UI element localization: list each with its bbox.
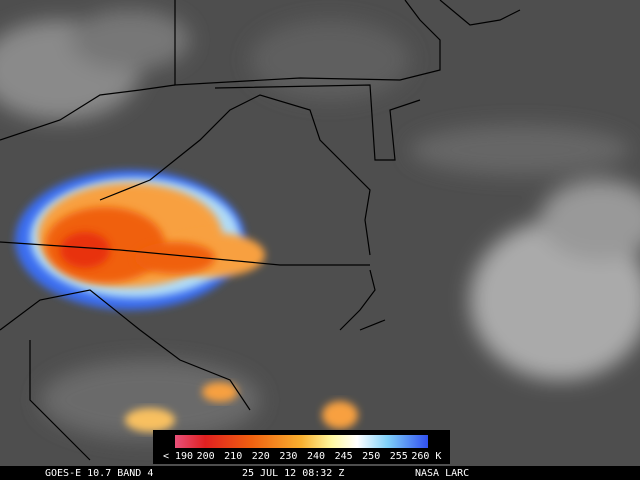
colorbar-label: 210 [224, 451, 242, 462]
colorbar-label: 260 K [411, 451, 441, 462]
cloud-cover [0, 10, 640, 440]
colorbar-label: 230 [279, 451, 297, 462]
storm-complex [15, 170, 358, 432]
colorbar-label: 255 [390, 451, 408, 462]
state-borders [0, 0, 521, 461]
satellite-label: GOES-E 10.7 BAND 4 [45, 468, 153, 479]
source: NASA LARC [415, 468, 469, 479]
colorbar-label: 200 [197, 451, 215, 462]
colorbar-label: < 190 [163, 451, 193, 462]
timestamp: 25 JUL 12 08:32 Z [242, 468, 344, 479]
colorbar-labels: < 190 200 210 220 230 240 245 250 255 260 K [163, 451, 442, 462]
colorbar-label: 220 [252, 451, 270, 462]
colorbar-label: 240 [307, 451, 325, 462]
footer-bar [0, 466, 640, 480]
colorbar [175, 435, 428, 448]
colorbar-label: 250 [362, 451, 380, 462]
colorbar-label: 245 [335, 451, 353, 462]
